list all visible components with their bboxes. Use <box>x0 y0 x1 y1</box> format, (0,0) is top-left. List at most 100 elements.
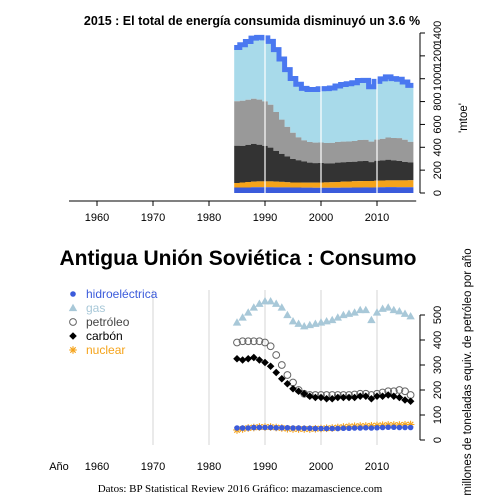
bottom-point-petróleo <box>289 378 297 387</box>
bottom-point-gas <box>395 307 404 315</box>
top-y-tick-label: 1400 <box>432 21 444 45</box>
top-y-tick-label: 0 <box>432 190 444 196</box>
bottom-point-hidroeléctrica <box>385 424 392 431</box>
legend-label-carbón: carbón <box>86 329 123 343</box>
bottom-point-carbón <box>390 392 398 401</box>
legend-label-gas: gas <box>86 301 105 315</box>
bottom-point-petróleo <box>401 387 409 396</box>
bottom-point-hidroeléctrica <box>267 424 274 431</box>
top-y-tick-label: 800 <box>432 92 444 110</box>
bottom-x-tick-label: 1980 <box>197 461 221 473</box>
top-total-line <box>234 34 414 92</box>
bottom-point-hidroeléctrica <box>323 425 330 432</box>
legend-label-petróleo: petróleo <box>86 315 130 329</box>
bottom-point-hidroeléctrica <box>262 424 268 431</box>
bottom-y-tick-label: 200 <box>432 381 444 399</box>
bottom-y-tick-label: 300 <box>432 356 444 374</box>
bottom-point-carbón <box>300 389 308 398</box>
top-chart-ylabel: 'mtoe' <box>458 103 470 133</box>
bottom-chart-ylabel: millones de toneladas equiv. de petróleo… <box>462 248 474 495</box>
bottom-chart-title: Antigua Unión Soviética : Consumo <box>59 247 416 270</box>
legend-marker-carbón <box>69 332 77 340</box>
bottom-point-carbón <box>339 393 348 402</box>
bottom-point-hidroeléctrica <box>279 424 285 431</box>
bottom-point-petróleo <box>266 342 275 351</box>
bottom-point-gas <box>367 315 376 324</box>
bottom-chart: 1960 1970 1980 1990 2000 2010 0 100 200 300 400 50… <box>68 287 444 473</box>
bottom-point-gas <box>244 308 253 316</box>
bottom-point-gas <box>260 297 270 305</box>
top-x-tick-label: 2000 <box>309 212 333 224</box>
bottom-point-carbón <box>278 374 286 383</box>
bottom-point-gas <box>333 313 342 321</box>
bottom-point-petróleo <box>406 391 415 399</box>
legend-item-petróleo: petróleo <box>69 315 130 329</box>
bottom-point-gas <box>384 303 393 311</box>
bottom-point-carbón <box>378 392 387 401</box>
top-x-tick-label: 1990 <box>253 212 277 224</box>
bottom-point-hidroeléctrica <box>256 424 263 431</box>
bottom-point-hidroeléctrica <box>312 425 319 432</box>
bottom-x-tick-label: 1990 <box>253 461 277 473</box>
bottom-point-hidroeléctrica <box>351 425 358 431</box>
bottom-point-carbón <box>350 393 359 402</box>
bottom-y-tick-label: 500 <box>432 306 444 324</box>
bottom-point-gas <box>356 305 365 314</box>
bottom-point-hidroeléctrica <box>251 424 257 431</box>
bottom-point-hidroeléctrica <box>402 424 408 431</box>
bottom-point-hidroeléctrica <box>234 425 240 431</box>
bottom-point-hidroeléctrica <box>368 425 375 431</box>
bottom-point-carbón <box>233 354 241 363</box>
bottom-point-hidroeléctrica <box>307 425 313 432</box>
top-y-tick-label: 600 <box>432 115 444 133</box>
bottom-point-petróleo <box>395 386 404 394</box>
bottom-point-gas <box>255 299 264 307</box>
bottom-point-carbón <box>306 392 314 401</box>
bottom-point-petróleo <box>272 351 281 359</box>
source-credit: Datos: BP Statistical Review 2016 Gráfic… <box>98 483 383 495</box>
bottom-point-hidroeléctrica <box>295 425 302 431</box>
bottom-point-carbón <box>395 393 404 402</box>
top-area-hidroeléctrica <box>234 187 414 193</box>
top-x-tick-label: 2010 <box>365 212 389 224</box>
bottom-point-hidroeléctrica <box>346 425 352 432</box>
legend-label-nuclear: nuclear <box>86 343 125 357</box>
bottom-point-hidroeléctrica <box>357 425 364 431</box>
legend-marker-gas <box>68 303 78 312</box>
bottom-point-gas <box>328 315 337 324</box>
bottom-point-carbón <box>238 356 247 364</box>
bottom-point-gas <box>249 303 258 311</box>
top-x-tick-label: 1980 <box>197 212 221 224</box>
bottom-point-hidroeléctrica <box>329 425 336 432</box>
top-y-tick-label: 1000 <box>432 66 444 90</box>
bottom-point-gas <box>406 312 415 320</box>
bottom-point-petróleo <box>283 371 292 379</box>
bottom-point-gas <box>266 297 275 305</box>
bottom-point-carbón <box>406 397 415 406</box>
bottom-point-carbón <box>255 356 264 364</box>
bottom-point-carbón <box>294 387 303 396</box>
top-area-carbón <box>234 143 414 183</box>
bottom-point-gas <box>232 318 242 326</box>
bottom-point-hidroeléctrica <box>363 424 369 431</box>
bottom-point-gas <box>283 310 292 319</box>
top-y-tick-label: 200 <box>432 161 444 179</box>
top-x-tick-label: 1970 <box>141 212 165 224</box>
bottom-point-carbón <box>250 353 258 362</box>
bottom-point-hidroeléctrica <box>391 424 397 431</box>
bottom-point-carbón <box>244 354 252 363</box>
top-y-tick-label: 1200 <box>432 44 444 68</box>
bottom-point-carbón <box>266 362 275 371</box>
bottom-point-carbón <box>311 393 320 402</box>
bottom-point-carbón <box>289 384 297 393</box>
bottom-point-carbón <box>356 392 364 401</box>
bottom-point-carbón <box>384 391 392 399</box>
bottom-point-carbón <box>334 393 342 402</box>
bottom-point-hidroeléctrica <box>273 424 280 431</box>
bottom-point-hidroeléctrica <box>290 425 296 431</box>
bottom-point-petróleo <box>255 337 264 346</box>
bottom-point-hidroeléctrica <box>245 425 251 431</box>
top-y-tick-label: 400 <box>432 138 444 156</box>
top-x-tick-label: 1960 <box>85 212 109 224</box>
